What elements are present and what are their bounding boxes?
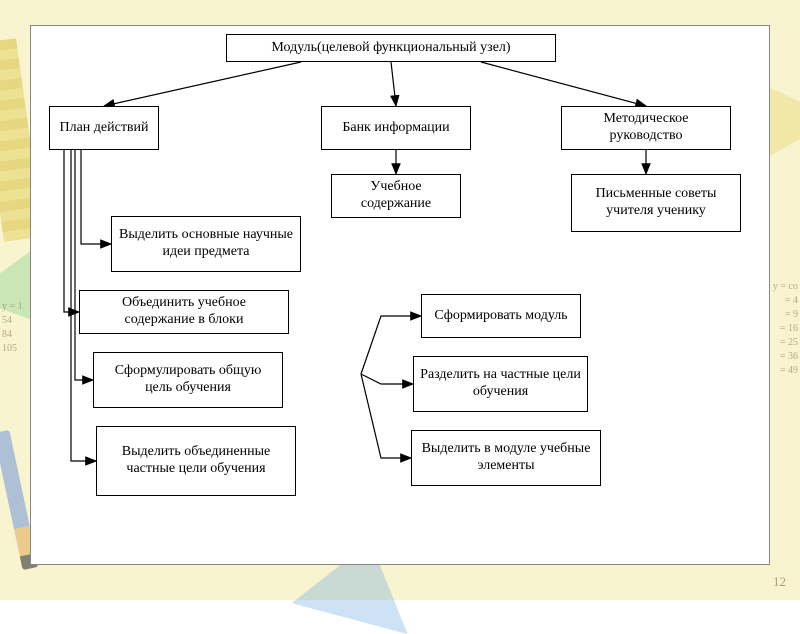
- edge-plan-n3: [75, 150, 93, 380]
- node-plan: План действий: [49, 106, 159, 150]
- node-n1: Выделить основные научные идеи предмета: [111, 216, 301, 272]
- deco-math-text-left: y = 15484105: [2, 300, 23, 356]
- edge-root-method: [481, 62, 646, 106]
- node-m1: Сформировать модуль: [421, 294, 581, 338]
- edge-plan-n2: [64, 150, 79, 312]
- deco-math-text-right: y = co= 4= 9= 16= 25= 36= 49: [773, 280, 798, 378]
- node-m3: Выделить в модуле учебные элементы: [411, 430, 601, 486]
- node-bank: Банк информации: [321, 106, 471, 150]
- edge-plan-n1: [81, 150, 111, 244]
- node-n2: Объединить учебное содержание в блоки: [79, 290, 289, 334]
- page-number: 12: [773, 574, 786, 590]
- edge-root-plan: [104, 62, 301, 106]
- flowchart-panel: Модуль(целевой функциональный узел) План …: [30, 25, 770, 565]
- node-m2: Разделить на частные цели обучения: [413, 356, 588, 412]
- edge-hub-m1: [361, 316, 421, 374]
- node-content: Учебное содержание: [331, 174, 461, 218]
- edge-hub-m2: [361, 374, 413, 384]
- node-root: Модуль(целевой функциональный узел): [226, 34, 556, 62]
- node-letters: Письменные советы учителя ученику: [571, 174, 741, 232]
- edge-root-bank: [391, 62, 396, 106]
- node-method: Методическое руководство: [561, 106, 731, 150]
- node-n3: Сформулировать общую цель обучения: [93, 352, 283, 408]
- node-n4: Выделить объединенные частные цели обуче…: [96, 426, 296, 496]
- edge-hub-m3: [361, 374, 411, 458]
